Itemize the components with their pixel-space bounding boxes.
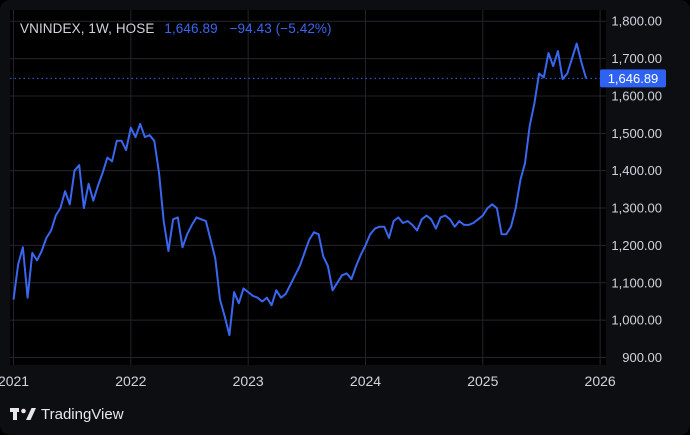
y-tick-label: 1,200.00 — [611, 238, 662, 253]
y-tick-label: 1,400.00 — [611, 163, 662, 178]
symbol-label: VNINDEX, 1W, HOSE — [20, 21, 155, 36]
y-tick-label: 1,800.00 — [611, 14, 662, 29]
x-tick-label: 2024 — [350, 373, 381, 389]
x-tick-label: 2026 — [585, 373, 616, 389]
y-tick-label: 1,500.00 — [611, 126, 662, 141]
y-tick-label: 1,100.00 — [611, 275, 662, 290]
tradingview-logo[interactable]: TradingView — [10, 406, 124, 423]
last-price-label: 1,646.89 — [608, 71, 659, 86]
y-tick-label: 1,000.00 — [611, 313, 662, 328]
last-value: 1,646.89 — [164, 21, 218, 36]
legend: VNINDEX, 1W, HOSE 1,646.89 −94.43 (−5.42… — [20, 21, 332, 36]
y-tick-label: 900.00 — [622, 350, 662, 365]
x-tick-label: 2021 — [0, 373, 29, 389]
last-price-badge — [600, 69, 666, 88]
y-tick-label: 1,600.00 — [611, 88, 662, 103]
x-tick-label: 2025 — [467, 373, 498, 389]
plot-area[interactable] — [10, 10, 606, 365]
change-value: −94.43 (−5.42%) — [229, 21, 332, 36]
x-tick-label: 2023 — [233, 373, 264, 389]
tradingview-icon — [10, 408, 36, 421]
y-tick-label: 1,700.00 — [611, 51, 662, 66]
y-tick-label: 1,300.00 — [611, 201, 662, 216]
brand-name: TradingView — [41, 406, 124, 423]
series-line — [12, 42, 588, 337]
x-tick-label: 2022 — [115, 373, 146, 389]
